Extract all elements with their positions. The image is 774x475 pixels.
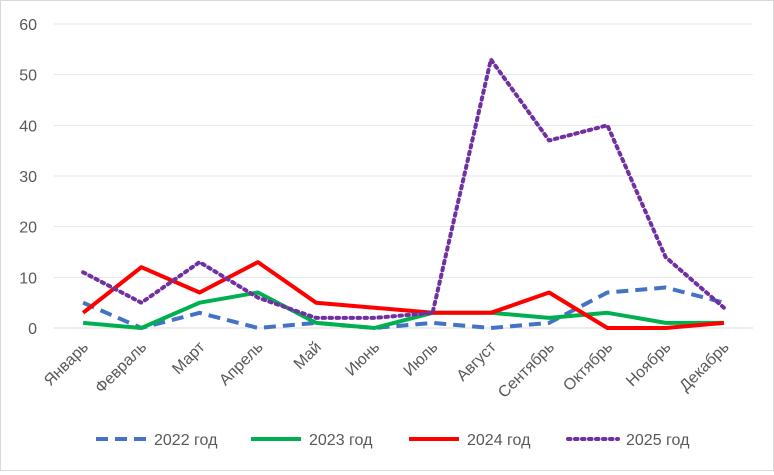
x-tick-label: Май [291,339,325,373]
x-tick-label: Август [454,338,501,385]
x-tick-label: Ноябрь [623,339,674,390]
y-tick-label: 0 [28,321,37,338]
y-tick-label: 30 [19,169,37,186]
y-tick-label: 50 [19,68,37,85]
series-line-4 [81,57,726,320]
x-axis: Январь Февраль Март Апрель Май Июнь Июль Август… [41,338,733,401]
x-tick-label: Декабрь [677,339,733,395]
x-tick-label: Июль [401,339,442,380]
x-tick-label: Февраль [92,339,150,397]
x-tick-label: Октябрь [560,339,616,395]
series-lines [81,57,726,330]
legend-label: 2022 год [154,432,218,449]
legend: 2022 год 2023 год 2024 год 2025 год [96,432,690,449]
legend-label: 2024 год [467,432,531,449]
y-tick-label: 40 [19,118,37,135]
y-tick-label: 20 [19,220,37,237]
legend-label: 2025 год [626,432,690,449]
y-tick-label: 60 [19,17,37,34]
legend-label: 2023 год [309,432,373,449]
x-tick-label: Сентябрь [495,339,558,402]
series-line-3 [81,260,725,330]
y-tick-label: 10 [19,270,37,287]
gridlines [54,23,753,329]
series-line-2 [82,290,724,330]
x-tick-label: Июнь [342,339,383,380]
series-line-1 [82,285,725,330]
x-tick-label: Апрель [216,339,266,389]
y-axis: 0 10 20 30 40 50 60 [19,17,37,338]
x-tick-label: Январь [41,339,92,390]
x-tick-label: Март [169,338,209,378]
